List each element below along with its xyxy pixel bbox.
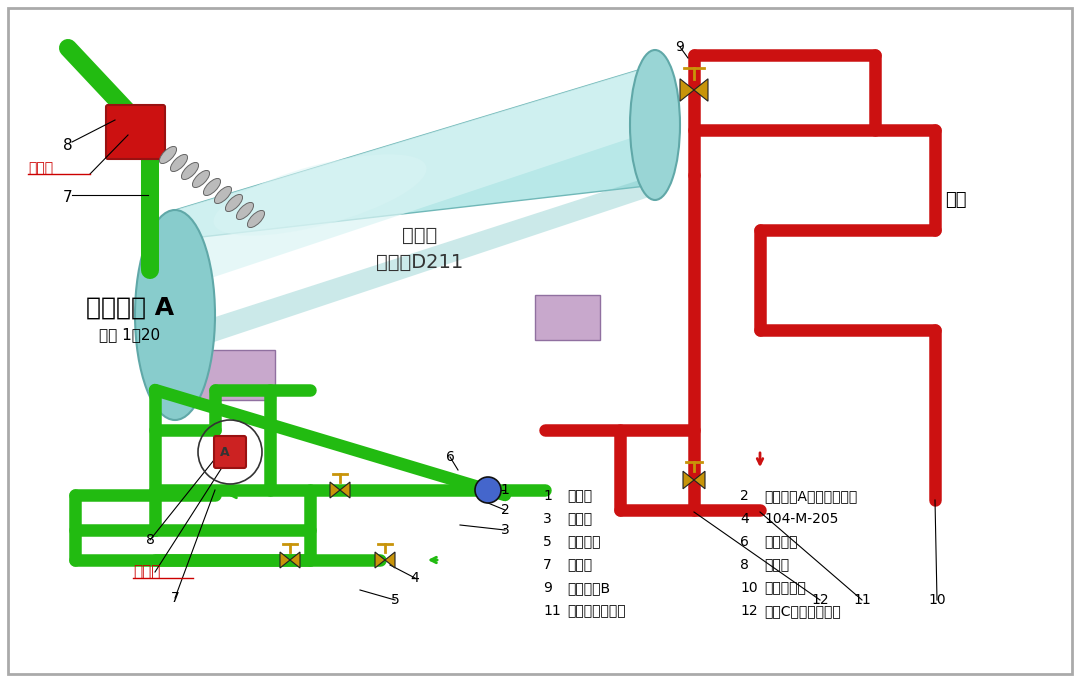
Text: 副线阀门: 副线阀门 xyxy=(764,535,797,549)
Text: 接至脱异丁烷塔: 接至脱异丁烷塔 xyxy=(567,604,625,618)
Text: 8: 8 xyxy=(740,558,748,572)
Polygon shape xyxy=(683,471,694,489)
Text: 10: 10 xyxy=(928,593,946,607)
Polygon shape xyxy=(175,65,654,240)
Ellipse shape xyxy=(135,210,215,420)
Text: 8: 8 xyxy=(64,138,72,153)
Text: 局部视图 A: 局部视图 A xyxy=(86,296,174,320)
Ellipse shape xyxy=(215,186,231,203)
Text: 新夹具: 新夹具 xyxy=(764,558,789,572)
FancyBboxPatch shape xyxy=(535,295,600,340)
FancyBboxPatch shape xyxy=(214,436,246,468)
Text: 注水管: 注水管 xyxy=(567,512,592,526)
Text: 7: 7 xyxy=(543,558,552,572)
Text: A: A xyxy=(220,447,230,460)
Ellipse shape xyxy=(171,154,188,172)
Ellipse shape xyxy=(214,154,427,235)
Ellipse shape xyxy=(237,203,254,220)
Text: 4: 4 xyxy=(410,571,419,585)
Text: 泄漏点: 泄漏点 xyxy=(28,161,53,175)
Polygon shape xyxy=(694,471,705,489)
Text: 9: 9 xyxy=(543,581,552,595)
Text: 12: 12 xyxy=(740,604,758,618)
Text: 4: 4 xyxy=(740,512,748,526)
FancyBboxPatch shape xyxy=(195,350,275,400)
Polygon shape xyxy=(291,552,300,568)
Text: 8: 8 xyxy=(146,533,154,547)
Ellipse shape xyxy=(160,147,176,164)
Text: 5: 5 xyxy=(391,593,400,607)
Text: 10: 10 xyxy=(740,581,758,595)
Ellipse shape xyxy=(630,50,680,200)
FancyBboxPatch shape xyxy=(106,105,165,159)
Text: 止回阀: 止回阀 xyxy=(567,489,592,503)
Text: 泄漏点: 泄漏点 xyxy=(133,565,160,580)
Polygon shape xyxy=(340,482,350,498)
Text: 12: 12 xyxy=(811,593,828,607)
Text: 3: 3 xyxy=(543,512,552,526)
Polygon shape xyxy=(375,552,384,568)
Text: 流出物: 流出物 xyxy=(403,226,437,245)
Text: 入口阀门A（关闭状态）: 入口阀门A（关闭状态） xyxy=(764,489,858,503)
Text: 1: 1 xyxy=(543,489,552,503)
Text: 原夹具: 原夹具 xyxy=(567,558,592,572)
Text: 11: 11 xyxy=(853,593,870,607)
Text: 5: 5 xyxy=(543,535,552,549)
Text: 6: 6 xyxy=(740,535,748,549)
Text: 旁路: 旁路 xyxy=(945,191,967,209)
Polygon shape xyxy=(175,65,654,290)
Text: 6: 6 xyxy=(446,450,455,464)
Text: 水洗罐D211: 水洗罐D211 xyxy=(376,252,463,271)
Text: 11: 11 xyxy=(543,604,561,618)
Text: 阀门C（开启状态）: 阀门C（开启状态） xyxy=(764,604,840,618)
Text: 7: 7 xyxy=(171,591,179,605)
Ellipse shape xyxy=(203,179,220,196)
Polygon shape xyxy=(694,79,708,101)
Ellipse shape xyxy=(247,211,265,228)
Polygon shape xyxy=(175,175,654,355)
Circle shape xyxy=(475,477,501,503)
Text: 后手阀门: 后手阀门 xyxy=(567,535,600,549)
Ellipse shape xyxy=(226,194,243,211)
Text: 1: 1 xyxy=(500,483,510,497)
Polygon shape xyxy=(384,552,395,568)
Text: 3: 3 xyxy=(501,523,510,537)
Polygon shape xyxy=(330,482,340,498)
Polygon shape xyxy=(280,552,291,568)
Polygon shape xyxy=(680,79,694,101)
Text: 104-M-205: 104-M-205 xyxy=(764,512,838,526)
Ellipse shape xyxy=(192,170,210,188)
Text: 比例 1：20: 比例 1：20 xyxy=(99,327,161,342)
Text: 2: 2 xyxy=(740,489,748,503)
Text: 7: 7 xyxy=(64,190,72,205)
Ellipse shape xyxy=(181,162,199,179)
Text: 接自碱洗罐: 接自碱洗罐 xyxy=(764,581,806,595)
Text: 9: 9 xyxy=(676,40,685,54)
Text: 2: 2 xyxy=(501,503,510,517)
Text: 出口阀门B: 出口阀门B xyxy=(567,581,610,595)
